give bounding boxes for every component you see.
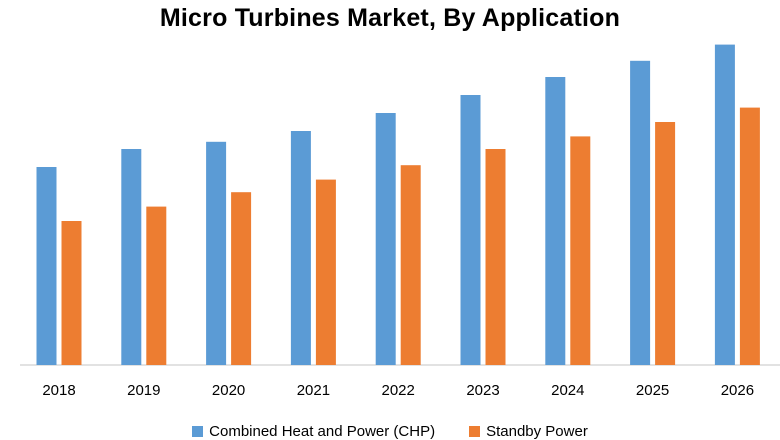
bar-standby-2022 <box>400 165 421 365</box>
x-tick-label-2021: 2021 <box>297 382 330 399</box>
bar-standby-2020 <box>231 192 252 365</box>
legend-swatch-standby <box>469 426 481 437</box>
x-tick-label-2024: 2024 <box>551 382 584 399</box>
bars-group <box>36 44 760 366</box>
x-tick-label-2026: 2026 <box>721 382 754 399</box>
x-tick-label-2022: 2022 <box>382 382 415 399</box>
bar-chp-2025 <box>630 60 651 366</box>
bar-standby-2025 <box>655 122 676 365</box>
chart-title: Micro Turbines Market, By Application <box>159 4 621 32</box>
bar-standby-2024 <box>570 136 591 365</box>
bar-standby-2021 <box>315 179 336 365</box>
bar-chp-2022 <box>375 113 396 365</box>
legend-swatch-chp <box>192 426 204 437</box>
x-tick-label-2018: 2018 <box>42 382 75 399</box>
legend-item-chp: Combined Heat and Power (CHP) <box>192 423 435 440</box>
x-tick-labels: 2018 2019 2020 2021 2022 2023 2024 2025 2026 <box>42 382 754 399</box>
bar-chp-2019 <box>121 149 142 365</box>
bar-chp-2026 <box>714 44 735 365</box>
x-tick-label-2019: 2019 <box>127 382 160 399</box>
bar-chp-2018 <box>36 167 57 365</box>
bar-standby-2023 <box>485 149 506 365</box>
legend: Combined Heat and Power (CHP) Standby Po… <box>0 423 780 440</box>
bar-chp-2024 <box>545 77 566 365</box>
legend-label-chp: Combined Heat and Power (CHP) <box>209 423 436 440</box>
x-tick-label-2025: 2025 <box>636 382 669 399</box>
bar-standby-2026 <box>739 107 760 365</box>
bar-chp-2023 <box>460 95 481 365</box>
x-tick-label-2023: 2023 <box>466 382 499 399</box>
legend-item-standby: Standby Power <box>469 423 588 440</box>
bar-chp-2021 <box>290 131 311 365</box>
x-tick-label-2020: 2020 <box>212 382 245 399</box>
bar-chp-2020 <box>206 141 227 365</box>
bar-standby-2019 <box>146 206 167 365</box>
bar-standby-2018 <box>61 221 82 365</box>
legend-label-standby: Standby Power <box>486 423 588 440</box>
